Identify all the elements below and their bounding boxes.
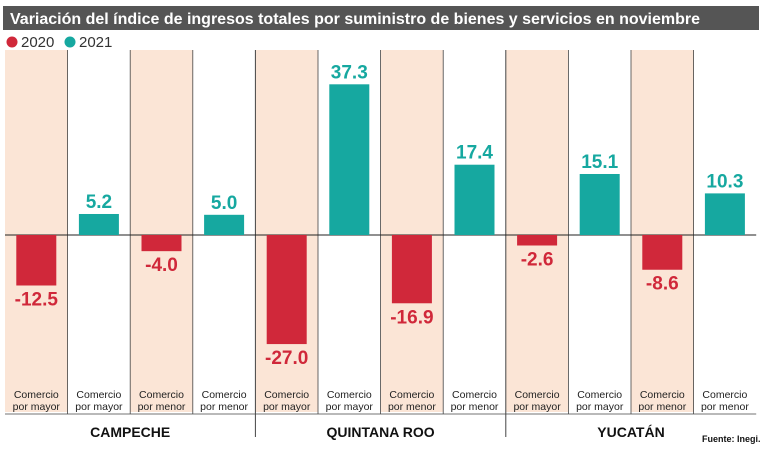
data-label: 37.3: [331, 62, 368, 83]
legend: 2020 2021: [6, 34, 112, 51]
bar-2020: [266, 235, 307, 345]
bar-2021: [329, 84, 370, 235]
column-band: [380, 50, 444, 412]
data-label: 5.0: [211, 193, 237, 214]
category-label: Comercio: [76, 389, 121, 401]
group-labels: CAMPECHE QUINTANA ROO YUCATÁN: [90, 424, 665, 440]
data-label: -2.6: [521, 250, 554, 271]
column-band: [255, 50, 318, 412]
chart-title: Variación del índice de ingresos totales…: [3, 6, 759, 30]
legend-label: 2020: [21, 34, 54, 51]
category-label: Comercio: [452, 389, 497, 401]
bar-2020: [391, 235, 432, 304]
category-label: por mayor: [13, 401, 61, 413]
category-label: Comercio: [389, 389, 434, 401]
value-labels: -12.5 5.2 -4.0 5.0 -27.0 37.3 -16.9 17.4 -2.6 15.…: [15, 62, 744, 369]
category-label: por menor: [638, 401, 686, 413]
group-label: QUINTANA ROO: [327, 424, 435, 440]
data-label: 15.1: [581, 152, 618, 173]
category-label: Comercio: [202, 389, 247, 401]
legend-item-2021: 2021: [64, 34, 112, 51]
data-label: -16.9: [390, 307, 433, 328]
chart-title-text: Variación del índice de ingresos totales…: [10, 11, 700, 28]
category-label: Comercio: [515, 389, 560, 401]
bars: [16, 84, 745, 345]
column-band: [631, 50, 694, 412]
bar-2021: [704, 193, 745, 235]
category-label: Comercio: [327, 389, 372, 401]
bar-2021: [78, 213, 119, 235]
category-label: por menor: [451, 401, 499, 413]
data-label: -12.5: [15, 290, 59, 311]
group-label: CAMPECHE: [90, 424, 170, 440]
data-label: -4.0: [145, 255, 178, 276]
column-band: [5, 50, 68, 412]
bar-2020: [517, 235, 558, 246]
category-label: por menor: [388, 401, 436, 413]
column-separators: [5, 50, 757, 437]
bar-2020: [16, 235, 57, 286]
category-label: Comercio: [264, 389, 309, 401]
category-label: por menor: [200, 401, 248, 413]
category-label: por mayor: [263, 401, 311, 413]
title-background: [3, 6, 759, 30]
data-label: -27.0: [265, 348, 308, 369]
column-band: [130, 50, 193, 412]
legend-swatch-2021: [64, 36, 76, 48]
legend-label: 2021: [79, 34, 112, 51]
category-label: por menor: [138, 401, 186, 413]
bar-2021: [204, 214, 245, 235]
bar-2020: [642, 235, 683, 270]
category-label: Comercio: [640, 389, 685, 401]
data-label: -8.6: [646, 274, 679, 295]
category-label: Comercio: [702, 389, 747, 401]
bar-2021: [454, 164, 495, 235]
bar-2021: [579, 173, 620, 235]
data-label: 5.2: [86, 192, 112, 213]
data-label: 10.3: [706, 171, 743, 192]
category-label: por mayor: [326, 401, 374, 413]
legend-swatch-2020: [6, 36, 18, 48]
data-label: 17.4: [456, 143, 493, 164]
category-label: por mayor: [75, 401, 123, 413]
source-note: Fuente: Inegi.: [702, 434, 761, 444]
category-label: por menor: [701, 401, 749, 413]
category-label: Comercio: [139, 389, 184, 401]
column-band: [505, 50, 569, 412]
category-label: Comercio: [14, 389, 59, 401]
category-label: Comercio: [577, 389, 622, 401]
legend-item-2020: 2020: [6, 34, 54, 51]
category-label: por mayor: [513, 401, 561, 413]
category-label: por mayor: [576, 401, 624, 413]
bar-2020: [141, 235, 182, 252]
group-label: YUCATÁN: [597, 424, 664, 440]
column-bands: [5, 50, 694, 412]
